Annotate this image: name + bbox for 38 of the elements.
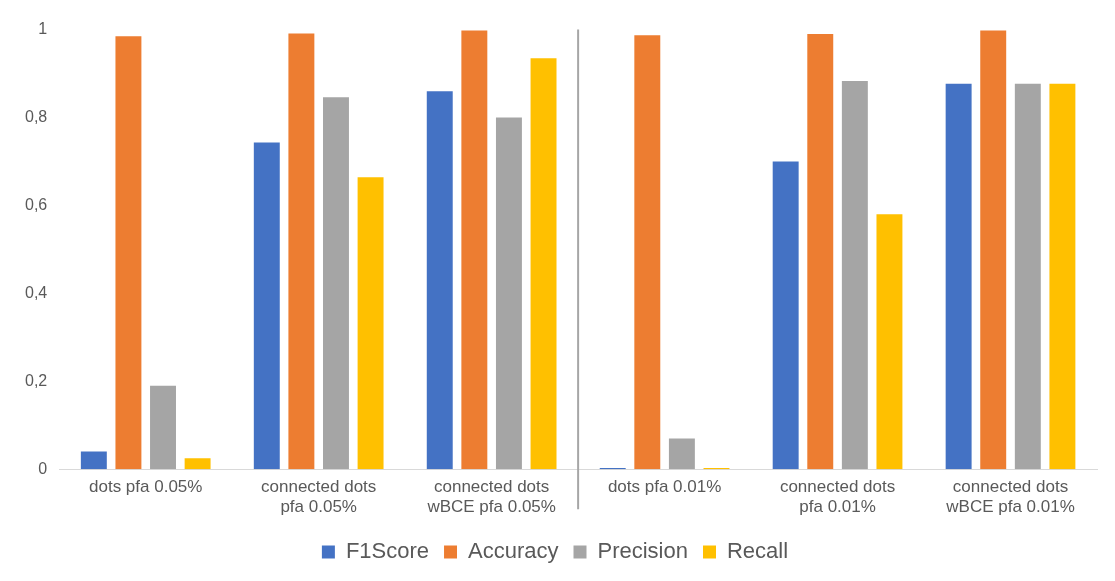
x-tick-label: dots pfa 0.05% — [89, 477, 203, 497]
bar — [807, 34, 834, 470]
bar — [115, 36, 142, 470]
legend-label: F1Score — [345, 538, 430, 564]
bar — [1049, 83, 1076, 470]
y-tick-label: 0 — [38, 459, 48, 477]
bar — [668, 438, 695, 470]
legend-label: Accuracy — [468, 538, 559, 564]
y-tick-label: 0,4 — [24, 283, 48, 301]
x-tick-label: connected dots pfa 0.05% — [261, 477, 377, 517]
x-tick-label: connected dots pfa 0.01% — [779, 477, 896, 517]
bar — [184, 458, 211, 470]
bar — [634, 35, 661, 470]
y-tick-label: 0,2 — [24, 371, 48, 389]
bar — [253, 142, 280, 470]
bar — [461, 30, 488, 470]
bar — [772, 161, 799, 470]
bar — [495, 117, 522, 470]
x-tick-label: connected dots wBCE pfa 0.01% — [945, 477, 1075, 517]
bar — [530, 58, 557, 470]
bar — [980, 30, 1007, 470]
y-tick-label: 0,6 — [24, 195, 48, 213]
bar — [150, 385, 176, 470]
legend-label: Recall — [726, 538, 789, 564]
bar — [841, 81, 868, 470]
y-tick-label: 0,8 — [24, 107, 48, 125]
bar — [288, 33, 315, 470]
y-tick-label: 1 — [38, 20, 48, 38]
bar — [426, 91, 453, 470]
bar — [80, 451, 107, 470]
x-tick-label: connected dots wBCE pfa 0.05% — [426, 477, 556, 517]
bar — [357, 177, 384, 470]
legend-label: Precision — [597, 538, 688, 564]
x-tick-label: dots pfa 0.01% — [607, 477, 722, 497]
bar — [876, 214, 903, 470]
bar — [945, 83, 972, 470]
bar — [323, 97, 349, 470]
bar — [1014, 83, 1041, 470]
